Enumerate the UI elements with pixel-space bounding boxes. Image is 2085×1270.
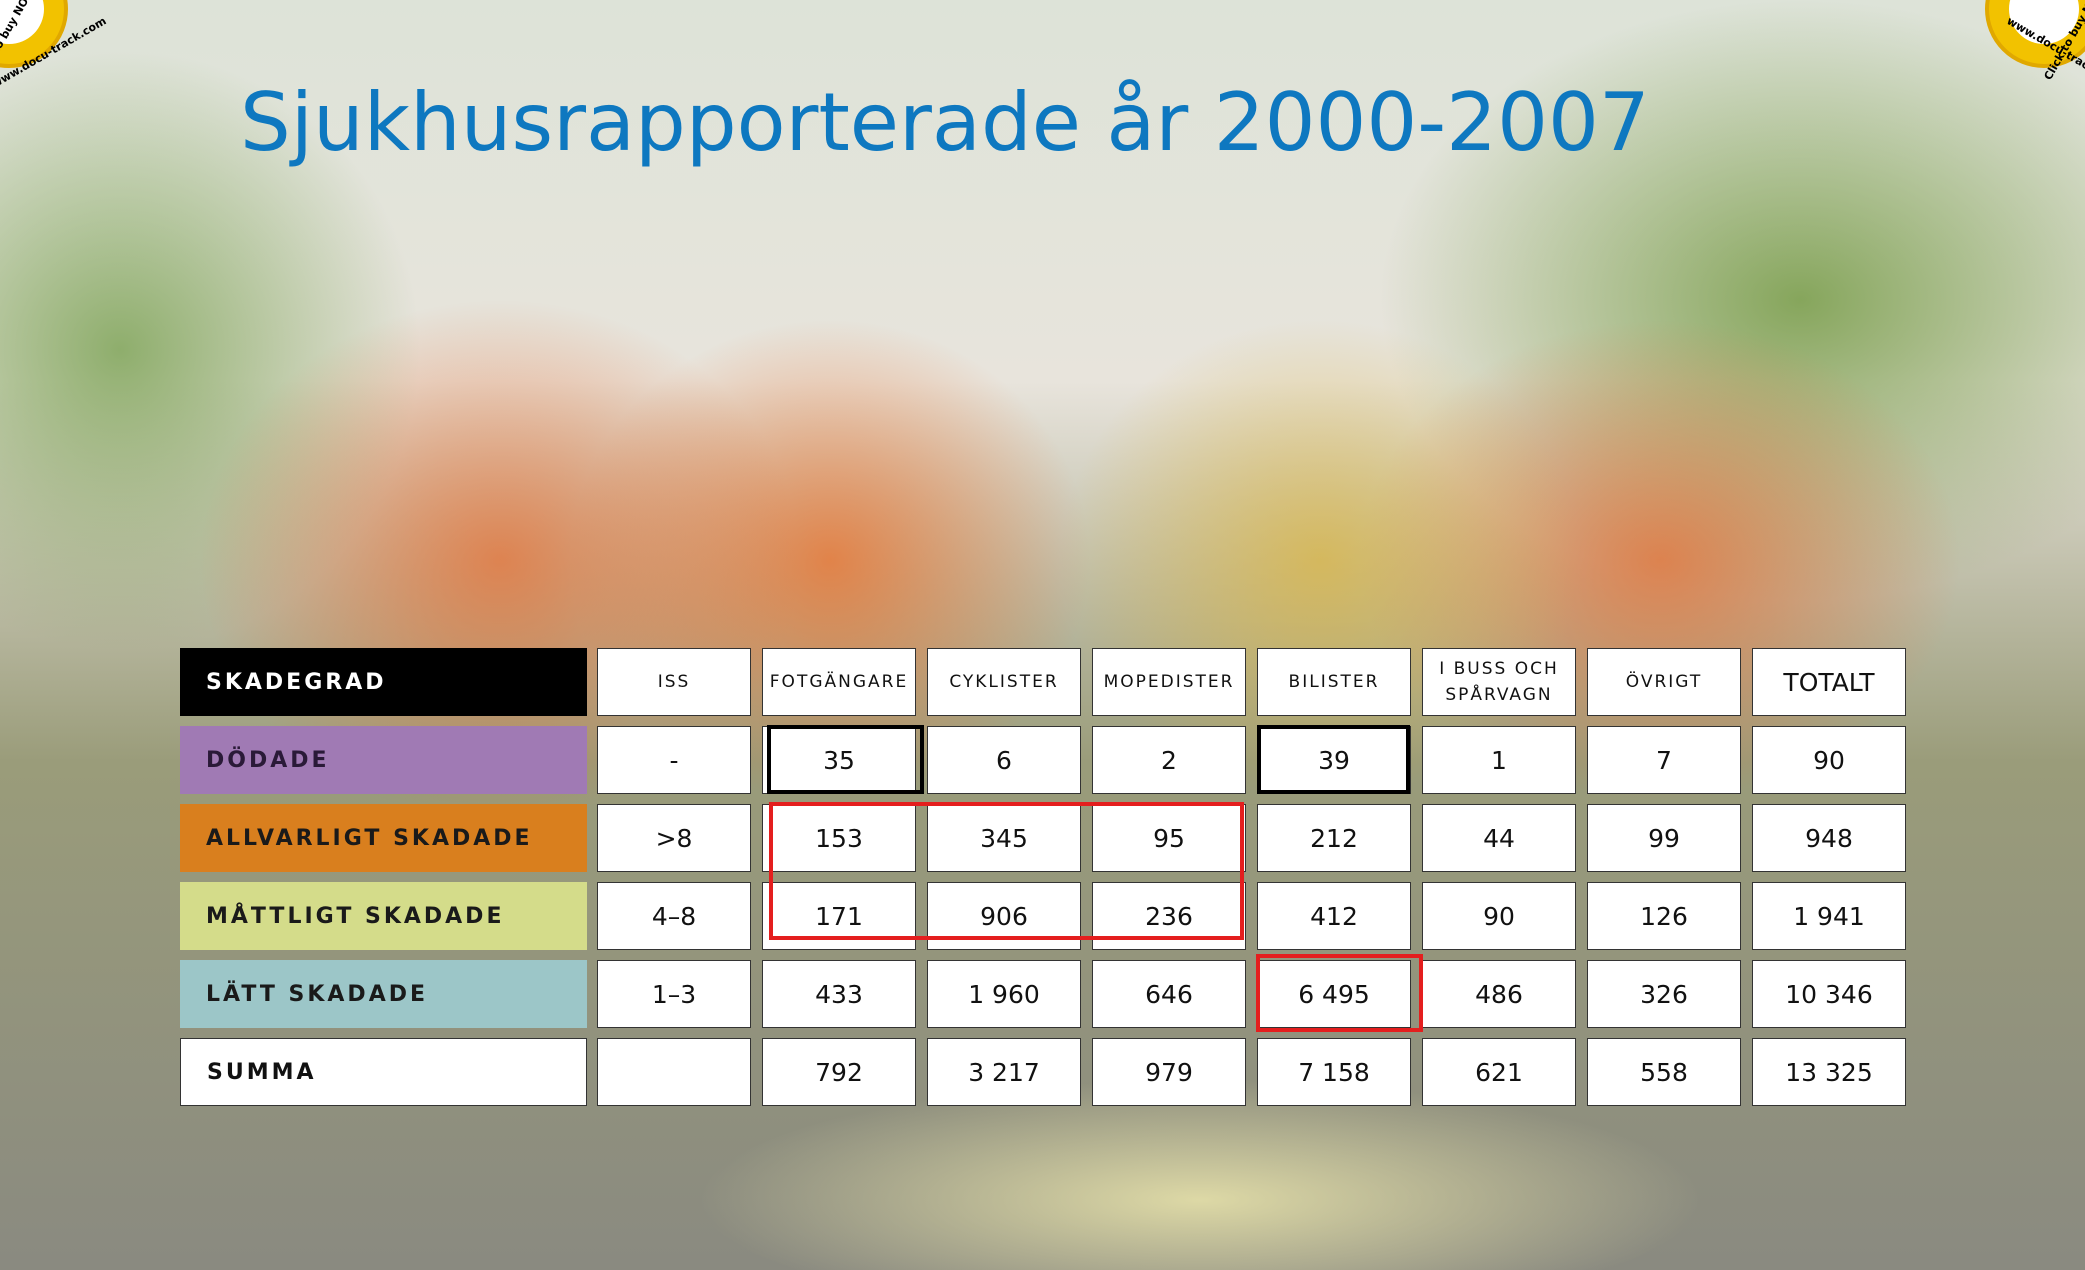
table-cell: 1 941	[1752, 882, 1906, 950]
table-cell: 13 325	[1752, 1038, 1906, 1106]
column-header: ISS	[597, 648, 751, 716]
table-cell: 1 960	[927, 960, 1081, 1028]
column-header: CYKLISTER	[927, 648, 1081, 716]
table-cell: 1	[1422, 726, 1576, 794]
table-cell: 2	[1092, 726, 1246, 794]
table-cell: 4–8	[597, 882, 751, 950]
row-label: MÅTTLIGT SKADADE	[180, 882, 587, 950]
table-cell: 90	[1422, 882, 1576, 950]
table-cell: 10 346	[1752, 960, 1906, 1028]
table-cell: 412	[1257, 882, 1411, 950]
highlight-box	[1256, 954, 1423, 1032]
table-cell: 486	[1422, 960, 1576, 1028]
table-cell: >8	[597, 804, 751, 872]
table-cell: 326	[1587, 960, 1741, 1028]
table-cell: 3 217	[927, 1038, 1081, 1106]
table-cell: 433	[762, 960, 916, 1028]
table-cell: 7 158	[1257, 1038, 1411, 1106]
highlight-box	[1257, 725, 1410, 794]
table-cell: 212	[1257, 804, 1411, 872]
table-cell: 792	[762, 1038, 916, 1106]
table-cell: 621	[1422, 1038, 1576, 1106]
table-cell: 99	[1587, 804, 1741, 872]
column-header: I BUSS OCH SPÅRVAGN	[1422, 648, 1576, 716]
table-cell: -	[597, 726, 751, 794]
table-cell: 558	[1587, 1038, 1741, 1106]
column-header: MOPEDISTER	[1092, 648, 1246, 716]
column-header: ÖVRIGT	[1587, 648, 1741, 716]
table-cell: 6	[927, 726, 1081, 794]
row-label: SKADEGRAD	[180, 648, 587, 716]
table-cell: 646	[1092, 960, 1246, 1028]
table-cell: 1–3	[597, 960, 751, 1028]
slide: Click to buy NOW! www.docu-track.com Cli…	[0, 0, 2085, 1270]
table-cell: 126	[1587, 882, 1741, 950]
row-label: LÄTT SKADADE	[180, 960, 587, 1028]
column-header: BILISTER	[1257, 648, 1411, 716]
table-cell: 90	[1752, 726, 1906, 794]
table-cell: 44	[1422, 804, 1576, 872]
slide-title: Sjukhusrapporterade år 2000-2007	[240, 76, 1650, 169]
column-header: FOTGÄNGARE	[762, 648, 916, 716]
row-label: DÖDADE	[180, 726, 587, 794]
table-cell: 979	[1092, 1038, 1246, 1106]
row-label: SUMMA	[180, 1038, 587, 1106]
highlight-box	[767, 725, 924, 794]
column-header: TOTALT	[1752, 648, 1906, 716]
highlight-box	[769, 802, 1244, 940]
row-label: ALLVARLIGT SKADADE	[180, 804, 587, 872]
table-cell	[597, 1038, 751, 1106]
table-cell: 7	[1587, 726, 1741, 794]
table-cell: 948	[1752, 804, 1906, 872]
